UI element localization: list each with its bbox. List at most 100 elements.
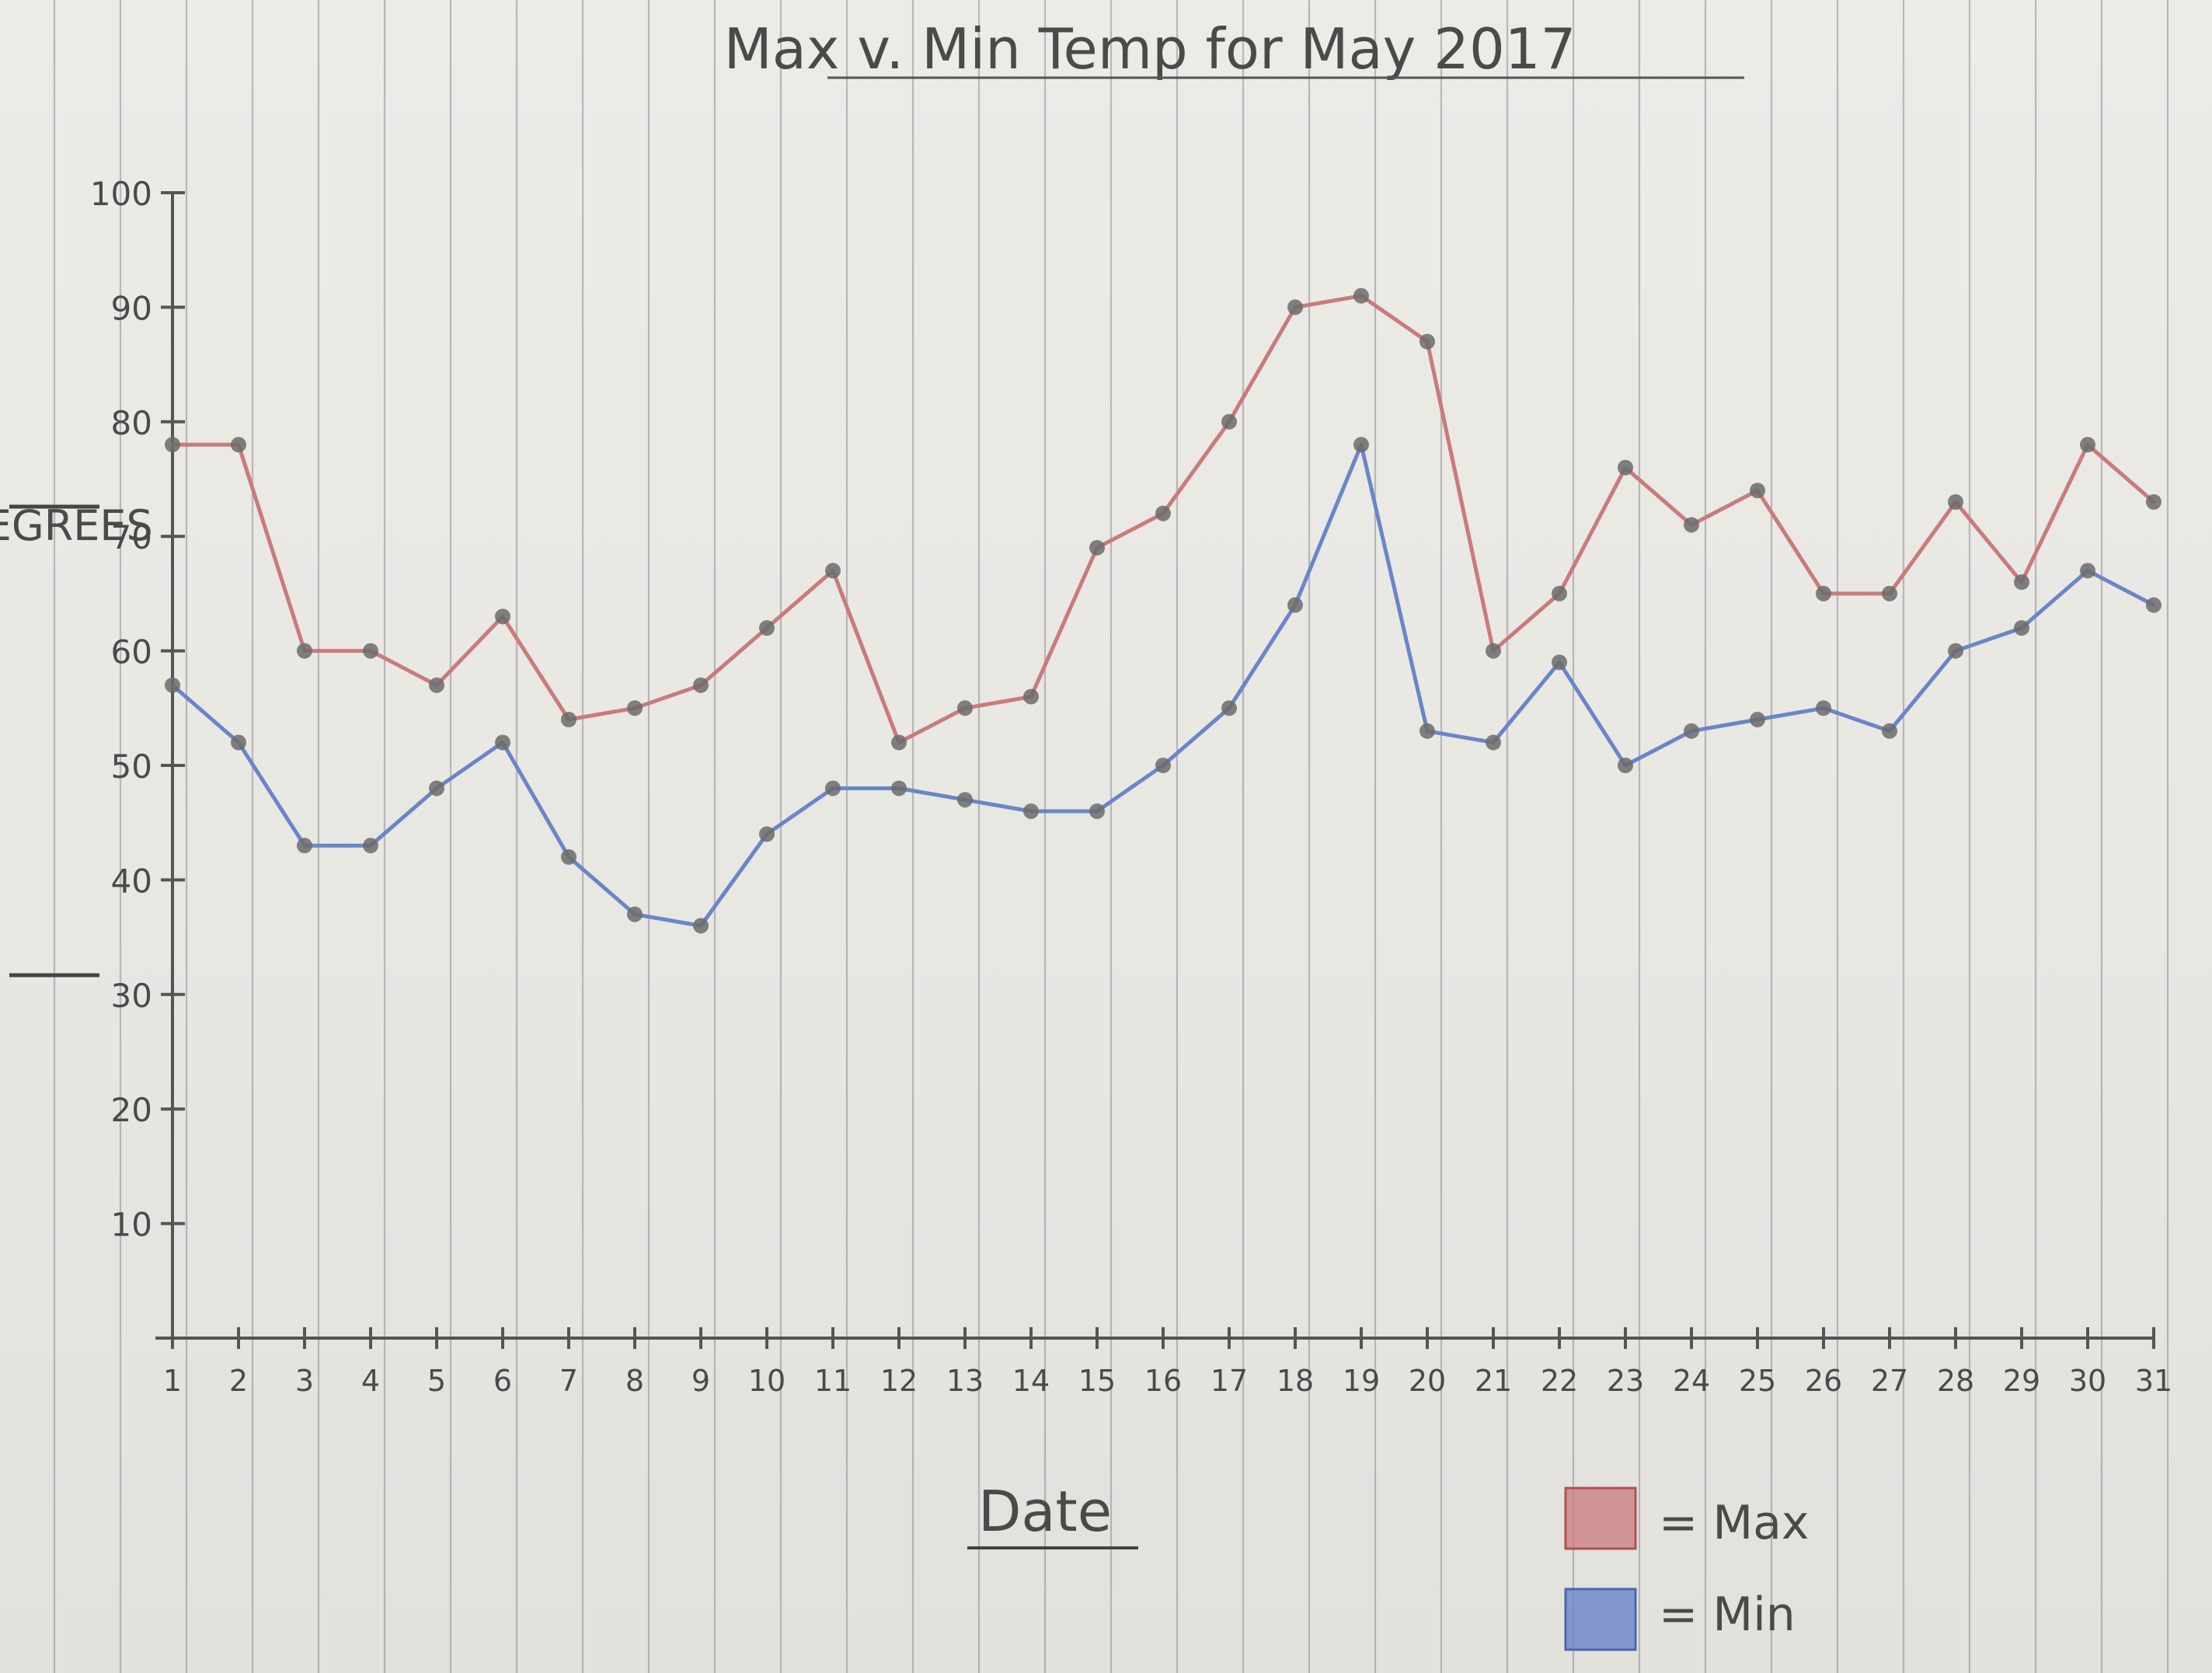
data-point-max: [1882, 585, 1897, 601]
data-point-max: [165, 437, 180, 453]
x-tick-label: 31: [2135, 1364, 2172, 1398]
data-point-max: [363, 643, 378, 659]
y-tick-label: 30: [111, 977, 152, 1015]
data-point-min: [165, 677, 180, 693]
x-tick-label: 8: [625, 1364, 644, 1398]
x-tick-label: 24: [1673, 1364, 1710, 1398]
x-tick-label: 16: [1144, 1364, 1182, 1398]
x-tick-label: 27: [1871, 1364, 1908, 1398]
data-point-min: [495, 734, 510, 751]
y-tick-label: 60: [111, 633, 152, 671]
data-point-min: [1552, 654, 1567, 671]
data-point-max: [1552, 585, 1567, 601]
x-ticks: 1 2 3 4 5 6 7 8 9 10 11 12 13 14 15 16 17 18 19 20 21 22 23 24 2…: [163, 1327, 2172, 1398]
x-tick-label: 17: [1211, 1364, 1248, 1398]
x-tick-label: 2: [229, 1364, 248, 1398]
data-point-min: [1618, 758, 1633, 773]
x-tick-label: 22: [1541, 1364, 1578, 1398]
y-ticks: 10 20 30 40 50 60 70 80 90 100: [90, 175, 185, 1244]
y-tick-label: 90: [111, 289, 152, 327]
data-point-min: [561, 849, 577, 865]
x-tick-label: 15: [1078, 1364, 1116, 1398]
x-tick-label: 11: [814, 1364, 852, 1398]
x-tick-label: 6: [493, 1364, 512, 1398]
data-point-max: [1155, 505, 1171, 521]
x-tick-label: 21: [1475, 1364, 1512, 1398]
x-tick-label: 29: [2003, 1364, 2040, 1398]
data-point-max: [957, 700, 973, 716]
data-point-min: [1684, 723, 1699, 739]
data-point-max: [1221, 413, 1237, 430]
data-point-max: [1287, 299, 1303, 315]
data-point-min: [2080, 563, 2095, 579]
data-point-max: [2080, 437, 2095, 453]
data-point-min: [627, 906, 643, 922]
data-point-max: [1023, 688, 1039, 705]
data-point-max: [825, 563, 841, 579]
data-point-min: [1287, 597, 1303, 613]
y-tick-label: 100: [90, 175, 152, 213]
legend-label-max: = Max: [1659, 1496, 1809, 1550]
x-tick-label: 23: [1607, 1364, 1644, 1398]
x-tick-label: 13: [946, 1364, 984, 1398]
y-axis-label-group: DEGREES: [0, 501, 153, 978]
x-tick-label: 30: [2069, 1364, 2106, 1398]
legend-swatch-max: [1564, 1487, 1637, 1550]
series-min: [165, 437, 2161, 934]
data-point-min: [1948, 643, 1963, 659]
data-point-max: [1750, 483, 1765, 499]
data-point-max: [693, 677, 709, 693]
x-tick-label: 18: [1277, 1364, 1314, 1398]
data-point-min: [759, 826, 775, 842]
legend-label-min: = Min: [1659, 1588, 1796, 1642]
chart-title-group: Max v. Min Temp for May 2017: [724, 16, 1744, 82]
data-point-max: [297, 643, 312, 659]
x-tick-label: 19: [1343, 1364, 1380, 1398]
data-point-min: [231, 734, 246, 751]
data-point-max: [627, 700, 643, 716]
data-point-min: [1089, 803, 1105, 819]
data-point-max: [1353, 288, 1369, 304]
data-point-max: [2146, 493, 2161, 510]
data-point-max: [1486, 643, 1501, 659]
x-tick-label: 10: [748, 1364, 786, 1398]
legend: = Max = Min: [1564, 1487, 1809, 1651]
data-point-max: [231, 437, 246, 453]
y-tick-label: 20: [111, 1091, 152, 1129]
y-tick-label: 70: [111, 518, 152, 556]
data-point-max: [495, 608, 510, 625]
data-point-max: [1618, 459, 1633, 476]
data-point-min: [1353, 437, 1369, 453]
y-tick-label: 40: [111, 862, 152, 900]
x-tick-label: 9: [691, 1364, 710, 1398]
data-point-min: [1882, 723, 1897, 739]
data-point-min: [2146, 597, 2161, 613]
data-point-min: [1155, 758, 1171, 773]
x-tick-label: 5: [427, 1364, 446, 1398]
data-point-min: [825, 780, 841, 796]
y-tick-label: 10: [111, 1206, 152, 1244]
x-axis-label: Date: [978, 1479, 1112, 1544]
y-axis-label: DEGREES: [0, 501, 153, 550]
data-point-min: [1221, 700, 1237, 716]
ruled-lines: [53, 0, 2169, 1673]
data-point-min: [891, 780, 907, 796]
x-axis-label-group: Date: [967, 1479, 1138, 1549]
data-point-min: [693, 918, 709, 934]
data-point-min: [1023, 803, 1039, 819]
data-point-min: [2014, 620, 2029, 636]
data-point-max: [561, 712, 577, 728]
x-tick-label: 26: [1805, 1364, 1842, 1398]
data-point-max: [2014, 574, 2029, 591]
data-point-min: [957, 792, 973, 808]
x-tick-label: 7: [559, 1364, 578, 1398]
legend-swatch-min: [1564, 1588, 1637, 1651]
x-tick-label: 20: [1409, 1364, 1446, 1398]
data-point-max: [1420, 333, 1435, 350]
data-point-min: [1750, 712, 1765, 728]
x-tick-label: 3: [295, 1364, 314, 1398]
x-tick-label: 4: [361, 1364, 380, 1398]
series-max: [165, 288, 2161, 751]
